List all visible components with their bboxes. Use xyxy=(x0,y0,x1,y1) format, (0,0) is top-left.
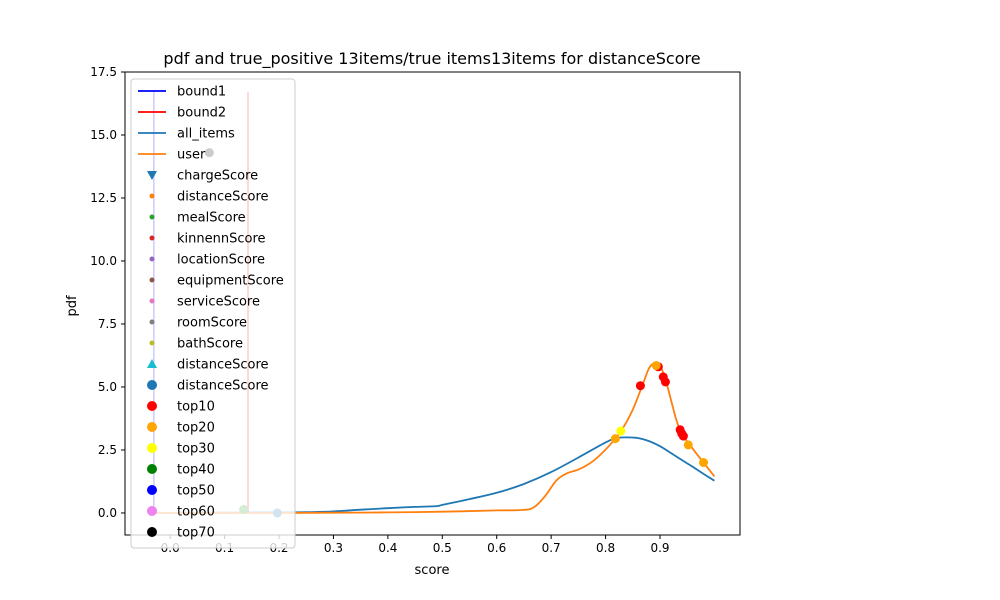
legend-handle-kinnennscore xyxy=(149,235,155,241)
legend-label: equipmentScore xyxy=(177,274,284,289)
y-tick-label: 0.0 xyxy=(98,506,117,520)
legend-label: kinnennScore xyxy=(177,232,266,247)
y-axis-ticks: 0.0 2.5 5.0 7.5 10.0 12.5 15.0 17.5 xyxy=(90,65,125,520)
legend-label: bound2 xyxy=(177,106,226,121)
legend-handle-top50 xyxy=(147,485,157,495)
y-tick-label: 5.0 xyxy=(98,380,117,394)
legend-label: bathScore xyxy=(177,337,243,352)
legend-label: distanceScore xyxy=(177,379,269,394)
legend-label: top20 xyxy=(177,421,215,436)
legend-handle-mealscore xyxy=(149,214,155,220)
y-tick-label: 7.5 xyxy=(98,317,117,331)
legend-label: top30 xyxy=(177,442,215,457)
plot-frame xyxy=(124,71,741,536)
legend-handle-top70 xyxy=(147,527,157,537)
legend-handle-top60 xyxy=(147,506,157,516)
y-tick-label: 2.5 xyxy=(98,443,117,457)
legend-handle-top10 xyxy=(147,401,157,411)
legend-label: locationScore xyxy=(177,253,265,268)
x-tick-label: 0.6 xyxy=(487,541,506,555)
marker-top30 xyxy=(616,426,626,436)
marker-top20 xyxy=(651,361,661,371)
legend-label: top50 xyxy=(177,484,215,499)
legend-label: distanceScore xyxy=(177,190,269,205)
legend-label: top70 xyxy=(177,526,215,541)
y-tick-label: 17.5 xyxy=(90,65,117,79)
legend-label: mealScore xyxy=(177,211,246,226)
legend-label: roomScore xyxy=(177,316,247,331)
legend-label: top40 xyxy=(177,463,215,478)
x-tick-label: 0.7 xyxy=(542,541,561,555)
y-axis-label: pdf xyxy=(65,295,80,317)
legend-handle-bathscore xyxy=(149,340,155,346)
legend-handle-roomscore xyxy=(149,319,155,325)
marker-top10 xyxy=(635,381,645,391)
legend-label: bound1 xyxy=(177,85,226,100)
legend-handle-servicescore xyxy=(149,298,155,304)
legend-box xyxy=(130,78,296,549)
x-tick-label: 0.5 xyxy=(433,541,452,555)
x-tick-label: 0.9 xyxy=(650,541,669,555)
series-user-line xyxy=(153,361,716,514)
legend-label: user xyxy=(177,148,206,163)
legend-label: top60 xyxy=(177,505,215,520)
legend-label: serviceScore xyxy=(177,295,260,310)
legend-handle-top40 xyxy=(147,464,157,474)
legend-label: all_items xyxy=(177,127,235,142)
y-tick-label: 12.5 xyxy=(90,191,117,205)
legend-handle-top20 xyxy=(147,422,157,432)
x-axis-label: score xyxy=(415,563,450,578)
x-tick-label: 0.3 xyxy=(324,541,343,555)
marker-top20 xyxy=(683,440,693,450)
y-tick-label: 10.0 xyxy=(90,254,117,268)
legend-handle-locationscore xyxy=(149,256,155,262)
marker-top10 xyxy=(660,377,670,387)
marker-top10 xyxy=(678,431,688,441)
legend-handle-equipmentscore xyxy=(149,277,155,283)
legend-handle-top30 xyxy=(147,443,157,453)
legend-handle-distancescore xyxy=(147,380,157,390)
legend-label: chargeScore xyxy=(177,169,258,184)
legend-handle-distancescore xyxy=(149,193,155,199)
legend-label: distanceScore xyxy=(177,358,269,373)
legend-handle-distancescore xyxy=(147,359,157,368)
x-tick-label: 0.8 xyxy=(596,541,615,555)
x-tick-label: 0.4 xyxy=(378,541,397,555)
y-tick-label: 15.0 xyxy=(90,128,117,142)
legend-handle-chargescore xyxy=(147,171,157,180)
marker-top20 xyxy=(610,434,620,444)
marker-top20 xyxy=(699,458,709,468)
chart-title: pdf and true_positive 13items/true items… xyxy=(163,49,700,69)
legend-label: top10 xyxy=(177,400,215,415)
